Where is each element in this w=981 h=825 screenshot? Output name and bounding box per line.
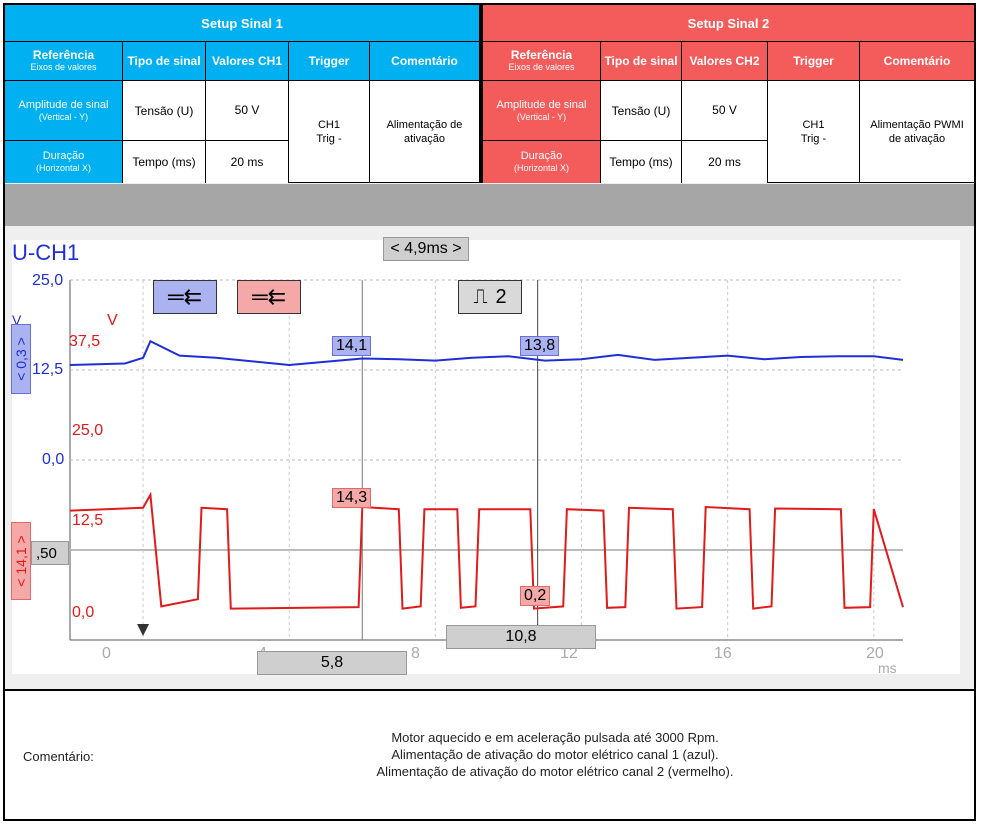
setup-2-valor-20ms: 20 ms: [682, 141, 768, 183]
comment-line-3: Alimentação de ativação do motor elétric…: [376, 764, 734, 779]
setup-1-tipo-header: Tipo de sinal: [123, 42, 206, 81]
red-channel-cursor-icon[interactable]: ═⇇: [237, 280, 301, 314]
x-tick-12: 12: [560, 645, 578, 662]
setup-1-trigger-header: Trigger: [289, 42, 370, 81]
setup-2-trigger-value: CH1 Trig -: [768, 81, 860, 183]
setup-sinal-1-table: Setup Sinal 1 Referência Eixos de valore…: [3, 3, 481, 183]
duracao-sub: (Horizontal X): [513, 163, 569, 173]
blue-tick-0: 0,0: [42, 451, 65, 468]
comment-text: Motor aquecido e em aceleração pulsada a…: [205, 729, 905, 780]
setup-1-valores-header: Valores CH1: [206, 42, 289, 81]
duracao-label: Duração: [520, 150, 563, 162]
blue-channel-cursor-icon[interactable]: ═⇇: [153, 280, 217, 314]
setup-2-amplitude-label: Amplitude de sinal (Vertical - Y): [483, 81, 601, 141]
red-tick-12-5: 12,5: [72, 512, 104, 529]
x-tick-0: 0: [102, 645, 111, 662]
setup-2-comentario-header: Comentário: [860, 42, 974, 81]
trigger-time-marker: [137, 624, 150, 636]
setup-2-tipo-tensao: Tensão (U): [601, 81, 682, 141]
comment-line-2: Alimentação de ativação do motor elétric…: [391, 747, 719, 762]
setup-1-comentario-header: Comentário: [370, 42, 479, 81]
blue-tick-25: 25,0: [32, 272, 64, 289]
blue-tick-12-5: 12,5: [32, 361, 64, 378]
setup-2-valor-50v: 50 V: [682, 81, 768, 141]
setup-1-trigger-value: CH1 Trig -: [289, 81, 370, 183]
red-scale-control[interactable]: < 14,1 >: [11, 522, 31, 600]
setup-2-comment-value: Alimentação PWMI de ativação: [860, 81, 974, 183]
setup-1-valor-50v: 50 V: [206, 81, 289, 141]
cursor-2-blue-value: 13,8: [520, 336, 560, 356]
setup-1-title: Setup Sinal 1: [5, 5, 479, 42]
red-scale-label: < 14,1 >: [13, 535, 29, 587]
setup-1-tipo-tempo: Tempo (ms): [123, 141, 206, 183]
blue-unit-v: V: [12, 312, 22, 328]
time-navigation-button[interactable]: < 4,9ms >: [383, 237, 469, 261]
trigger-channel-number: 2: [495, 285, 507, 308]
cursor-2-red-value: 0,2: [520, 586, 551, 606]
scope-toolbar-bar: [5, 184, 974, 226]
red-tick-37-5: 37,5: [69, 333, 101, 350]
setup-2-valores-header: Valores CH2: [682, 42, 768, 81]
red-tick-0: 0,0: [72, 604, 95, 621]
setup-sinal-2-table: Setup Sinal 2 Referência Eixos de valore…: [481, 3, 976, 183]
setup-1-comment-value: Alimentação de ativação: [370, 81, 479, 183]
duracao-label: Duração: [42, 150, 85, 162]
comment-label: Comentário:: [23, 749, 94, 764]
ref-header-sub: Eixos de valores: [508, 62, 575, 72]
red-unit-v: V: [107, 312, 118, 329]
amplitude-label: Amplitude de sinal: [496, 98, 587, 111]
trigger-edge-icon[interactable]: ⎍ 2: [458, 280, 522, 314]
amplitude-label: Amplitude de sinal: [18, 98, 109, 111]
red-tick-25: 25,0: [72, 422, 104, 439]
comment-panel: Comentário: Motor aquecido e em aceleraç…: [3, 689, 976, 821]
amplitude-sub: (Vertical - Y): [516, 111, 567, 122]
blue-scale-control[interactable]: < 0,3 >: [11, 324, 31, 394]
setup-1-ref-header: Referência Eixos de valores: [5, 42, 123, 81]
cursor-1-red-value: 14,3: [332, 488, 372, 508]
channel-title: U-CH1: [12, 240, 80, 265]
red-offset-control[interactable]: ,50: [31, 541, 69, 565]
cursor-delta-2-button[interactable]: 10,8: [446, 625, 596, 649]
setup-2-duracao-label: Duração (Horizontal X): [483, 141, 601, 183]
ch1-blue-trace: [69, 339, 904, 367]
setup-2-tipo-header: Tipo de sinal: [601, 42, 682, 81]
amplitude-sub: (Vertical - Y): [38, 111, 89, 122]
blue-scale-label: < 0,3 >: [13, 337, 29, 381]
ch2-red-trace: [69, 491, 904, 610]
duracao-sub: (Horizontal X): [35, 163, 91, 173]
trigger-falling-edge-icon: ⎍: [473, 285, 488, 308]
ref-header-label: Referência: [510, 48, 573, 62]
cursor-delta-1-button[interactable]: 5,8: [257, 651, 407, 675]
x-tick-8: 8: [411, 645, 420, 662]
setup-2-tipo-tempo: Tempo (ms): [601, 141, 682, 183]
ref-header-sub: Eixos de valores: [30, 62, 97, 72]
setup-1-tipo-tensao: Tensão (U): [123, 81, 206, 141]
setup-2-ref-header: Referência Eixos de valores: [483, 42, 601, 81]
setup-2-title: Setup Sinal 2: [483, 5, 974, 42]
ref-header-label: Referência: [32, 48, 95, 62]
x-tick-20: 20: [866, 645, 884, 662]
cursor-1-blue-value: 14,1: [332, 336, 372, 356]
setup-1-amplitude-label: Amplitude de sinal (Vertical - Y): [5, 81, 123, 141]
setup-1-duracao-label: Duração (Horizontal X): [5, 141, 123, 183]
setup-2-trigger-header: Trigger: [768, 42, 860, 81]
comment-line-1: Motor aquecido e em aceleração pulsada a…: [391, 730, 719, 745]
x-unit: ms: [878, 660, 897, 676]
x-tick-16: 16: [714, 645, 732, 662]
setup-1-valor-20ms: 20 ms: [206, 141, 289, 183]
oscilloscope-view[interactable]: [5, 226, 974, 689]
